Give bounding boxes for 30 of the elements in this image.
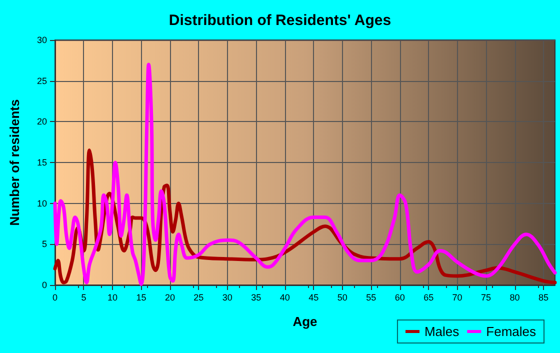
x-tick-label: 70	[452, 292, 462, 302]
x-tick-label: 5	[81, 292, 86, 302]
x-tick-label: 75	[481, 292, 492, 302]
x-axis-title: Age	[292, 314, 318, 329]
x-tick-label: 60	[394, 292, 405, 302]
y-tick-label: 25	[36, 76, 47, 86]
chart-title: Distribution of Residents' Ages	[168, 12, 392, 29]
x-tick-label: 15	[136, 292, 146, 302]
y-tick-label: 0	[42, 280, 47, 290]
x-tick-label: 30	[222, 292, 232, 302]
y-tick-label: 20	[36, 116, 47, 127]
x-tick-label: 45	[308, 292, 319, 302]
x-tick-label: 80	[510, 292, 520, 302]
y-tick-label: 30	[36, 35, 47, 45]
x-tick-label: 10	[107, 292, 118, 302]
x-tick-label: 20	[164, 292, 175, 302]
x-tick-label: 65	[424, 292, 434, 302]
x-tick-label: 25	[194, 292, 204, 302]
x-tick-label: 55	[366, 292, 376, 302]
x-tick-label: 50	[337, 292, 348, 302]
x-tick-label: 0	[52, 292, 58, 302]
y-tick-label: 10	[36, 198, 47, 208]
y-tick-label: 5	[42, 239, 47, 250]
legend-label: Females	[486, 324, 536, 339]
x-tick-label: 85	[538, 292, 549, 302]
y-tick-label: 15	[36, 158, 47, 168]
legend-label: Males	[424, 324, 460, 339]
x-tick-label: 35	[251, 292, 262, 302]
x-tick-label: 40	[280, 292, 290, 302]
y-axis-title: Number of residents	[7, 99, 22, 226]
